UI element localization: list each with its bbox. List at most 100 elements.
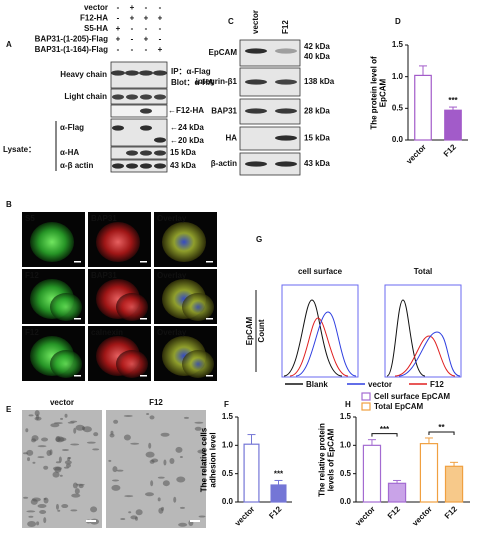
cell-cluster	[109, 433, 115, 438]
blot-band	[140, 125, 152, 131]
cell-cluster	[71, 493, 81, 498]
label: G	[256, 235, 262, 244]
label: 1.5	[222, 412, 234, 421]
label: F12	[386, 504, 403, 521]
label: 1.0	[222, 440, 234, 449]
label: Cell surface EpCAM	[374, 392, 450, 401]
label: HA	[225, 134, 237, 143]
label: BAP31	[91, 214, 117, 223]
label: -	[131, 35, 134, 44]
label: H	[345, 400, 351, 409]
label: 42 kDa	[304, 42, 330, 51]
cell-cluster	[150, 480, 154, 487]
significance-bracket	[371, 433, 398, 437]
label: cell surface	[298, 267, 343, 276]
blot-band	[245, 48, 267, 54]
blot-band	[126, 150, 138, 156]
histogram-curve	[289, 317, 349, 377]
label: Overlay	[157, 271, 187, 280]
label: Heavy chain	[60, 70, 107, 79]
scale-bar	[140, 375, 147, 377]
cell-cluster	[61, 504, 69, 509]
cell-cluster	[41, 437, 49, 442]
histogram-curve	[283, 299, 343, 377]
label: +	[116, 24, 121, 33]
cell-cluster	[59, 474, 63, 477]
cell-cluster	[72, 482, 78, 489]
label: F12	[443, 504, 460, 521]
label: F12	[25, 328, 39, 337]
label: IP：α-Flag	[171, 67, 211, 76]
label: ←F12-HA	[168, 106, 204, 115]
label: F12	[267, 504, 284, 521]
cell-cluster	[157, 476, 165, 479]
cell-cluster	[128, 511, 132, 514]
cell-cluster	[120, 518, 126, 521]
cell-cluster	[82, 426, 92, 433]
label: Total EpCAM	[374, 402, 424, 411]
label: S5-HA	[84, 24, 108, 33]
label: -	[117, 45, 120, 54]
cell-cluster	[123, 414, 133, 417]
cell-cluster	[148, 442, 152, 449]
blot-band	[140, 163, 152, 169]
bar	[414, 74, 432, 141]
blot-band	[275, 79, 297, 85]
cell-cluster	[178, 522, 188, 527]
bar	[362, 444, 382, 503]
cell	[30, 222, 74, 262]
y-axis-label: The relative protein levels of EpCAM	[317, 422, 335, 497]
blot-band	[112, 163, 124, 169]
cell-cluster	[92, 448, 100, 451]
label: 1.0	[392, 72, 404, 81]
label: α-HA	[60, 148, 79, 157]
label: +	[158, 14, 163, 23]
cell-cluster	[179, 455, 183, 458]
cell-cluster	[194, 421, 204, 424]
cell-cluster	[37, 504, 47, 509]
label: -	[131, 24, 134, 33]
cell-cluster	[65, 463, 71, 468]
cell-cluster	[116, 469, 124, 472]
label: S5	[25, 214, 35, 223]
cell-cluster	[64, 413, 68, 418]
cell-cluster	[64, 460, 72, 465]
bar	[444, 109, 462, 141]
cell-cluster	[163, 459, 167, 466]
scale-bar	[206, 375, 213, 377]
cell-cluster	[149, 459, 155, 464]
cell-cluster	[32, 461, 36, 464]
cell-cluster	[197, 449, 207, 454]
label: D	[395, 17, 401, 26]
label: **	[438, 423, 445, 432]
cell-cluster	[113, 419, 119, 424]
label: calnexin	[91, 328, 123, 337]
label: C	[228, 17, 234, 26]
blot-band	[154, 94, 166, 100]
blot-band	[245, 161, 267, 167]
label: 138 kDa	[304, 77, 335, 86]
cell-cluster	[28, 515, 34, 518]
cell-cluster	[135, 509, 143, 516]
label: integrin-β1	[196, 77, 238, 86]
blot-band	[126, 163, 138, 169]
cell-cluster	[43, 517, 47, 524]
y-axis-label: The relative cells adhesion level	[199, 427, 217, 492]
cell-cluster	[162, 480, 170, 487]
label: F12	[430, 380, 444, 389]
label: -	[159, 24, 162, 33]
label: 1.0	[340, 440, 352, 449]
blot-band	[275, 108, 297, 114]
cell-cluster	[55, 503, 59, 510]
label: α-Flag	[60, 123, 84, 132]
label: -	[117, 3, 120, 12]
cell	[182, 350, 214, 378]
blot-strip	[239, 152, 301, 176]
blot-band	[125, 70, 139, 76]
cell-cluster	[86, 441, 96, 444]
blot-band	[126, 94, 138, 100]
cell-cluster	[169, 457, 175, 464]
label: vector	[84, 3, 108, 12]
